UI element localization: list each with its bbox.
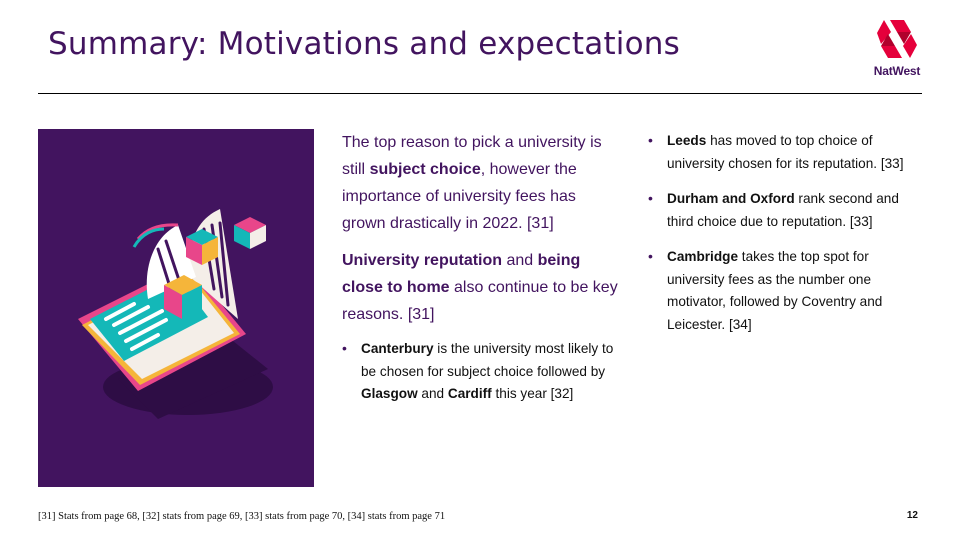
emphasis: Glasgow — [361, 386, 418, 401]
natwest-chevron-icon — [877, 20, 917, 58]
emphasis: Canterbury — [361, 341, 434, 356]
ranking-bullets: Leeds has moved to top choice of univers… — [648, 129, 918, 336]
page-number: 12 — [906, 510, 918, 521]
university-rankings: Leeds has moved to top choice of univers… — [648, 129, 918, 349]
natwest-wordmark: NatWest — [873, 64, 921, 78]
text-run: The top reason to pick a university is s… — [342, 134, 602, 178]
bullet-durham-oxford: Durham and Oxford rank second and third … — [648, 187, 918, 233]
open-book-icon — [78, 209, 273, 419]
text-run: and — [502, 252, 538, 269]
emphasis: University reputation — [342, 252, 503, 269]
slide-title: Summary: Motivations and expectations — [48, 26, 680, 62]
emphasis: Durham and Oxford — [667, 191, 795, 206]
bullet-canterbury: Canterbury is the university most likely… — [342, 337, 622, 406]
emphasis: Cardiff — [447, 386, 492, 401]
bullet-leeds: Leeds has moved to top choice of univers… — [648, 129, 918, 175]
text-run: is the university most likely to be chos… — [361, 341, 614, 379]
text-run: this year [32] — [491, 386, 574, 401]
cube-yellow — [164, 275, 202, 319]
bullet-cambridge: Cambridge takes the top spot for univers… — [648, 245, 918, 336]
main-summary: The top reason to pick a university is s… — [342, 129, 622, 406]
text-run: rank second and third choice due to repu… — [667, 191, 899, 229]
summary-paragraph-2: University reputation and being close to… — [342, 247, 622, 328]
natwest-logo: NatWest — [866, 18, 928, 84]
text-run: also continue to be key reasons. [31] — [342, 279, 618, 323]
text-run: , however the importance of university f… — [342, 161, 577, 232]
emphasis: Cambridge — [667, 249, 739, 264]
text-run: takes the top spot for university fees a… — [667, 249, 883, 332]
emphasis: Leeds — [667, 133, 707, 148]
book-illustration — [38, 129, 314, 487]
source-footnote: [31] Stats from page 68, [32] stats from… — [38, 511, 446, 522]
subject-choice-bullets: Canterbury is the university most likely… — [342, 337, 622, 406]
summary-paragraph-1: The top reason to pick a university is s… — [342, 129, 622, 237]
title-divider — [38, 93, 922, 94]
emphasis: being close to home — [342, 252, 581, 296]
text-run: has moved to top choice of university ch… — [667, 133, 904, 171]
text-run: and — [417, 386, 448, 401]
emphasis: subject choice — [369, 161, 481, 178]
